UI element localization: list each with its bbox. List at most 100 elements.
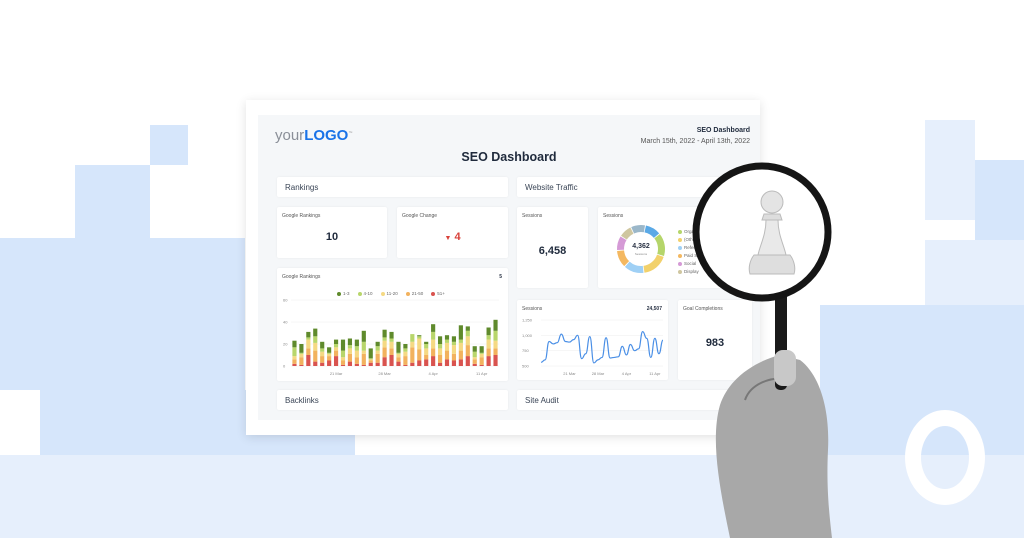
bar-segment [354, 346, 359, 351]
dashboard-card: yourLOGO™ SEO Dashboard SEO Dashboard Ma… [246, 100, 760, 435]
bar-segment [389, 331, 394, 339]
bar-segment [410, 341, 415, 348]
x-tick-label: 28 Mar [592, 371, 605, 376]
bar-segment [368, 362, 373, 366]
chart-title: Google Rankings [282, 274, 321, 280]
bar-segment [403, 364, 408, 366]
bar-segment [486, 339, 491, 349]
bar-segment [451, 341, 457, 346]
legend-item: 1-3 [337, 291, 350, 296]
bar-segment [320, 351, 325, 357]
bar-segment [479, 353, 484, 358]
bg-block [0, 455, 1024, 538]
bar-segment [299, 364, 304, 366]
page-title: SEO Dashboard [461, 150, 557, 164]
donut-center-value: 4,362 [632, 243, 650, 250]
widget-label: Google Change [402, 213, 438, 219]
bar-segment [465, 330, 470, 337]
bar-segment [417, 336, 422, 339]
bar-segment [347, 361, 353, 366]
bar-segment [313, 336, 318, 343]
bar-segment [479, 352, 484, 354]
bg-block [150, 125, 188, 165]
legend-label: 1-3 [343, 291, 350, 296]
legend-item: Display [678, 269, 715, 274]
donut-slice [617, 250, 630, 267]
goal-completions-widget: Goal Completions 983 [678, 300, 752, 380]
bar-segment [410, 334, 415, 342]
bar-segment [389, 355, 394, 366]
bar-segment [431, 339, 436, 349]
bar-segment [458, 339, 463, 343]
line-chart: 500 750 1,000 1,250 21 Mar 28 Mar 4 Apr 11 Apr [522, 318, 664, 376]
bg-circle [905, 410, 985, 505]
legend-item: 4-10 [357, 291, 373, 296]
legend-swatch [431, 291, 436, 296]
bar-segment [451, 360, 457, 366]
widget-label: Sessions [603, 213, 624, 219]
bar-segment [306, 337, 311, 340]
legend-item: Paid Search [678, 253, 715, 258]
bar-segment [403, 344, 408, 349]
bar-segment [361, 350, 366, 354]
section-site-audit[interactable]: Site Audit [517, 390, 752, 410]
bar-segment [320, 356, 325, 363]
bar-segment [417, 338, 422, 350]
bar-segment [361, 353, 366, 365]
bar-segment [451, 336, 457, 342]
hand-icon [715, 355, 832, 538]
bar-segment [333, 344, 339, 348]
bar-segment [479, 346, 484, 353]
bar-segment [396, 341, 401, 353]
x-tick-label: 28 Mar [378, 371, 391, 376]
y-tick-label: 1,000 [522, 333, 533, 338]
legend-swatch [405, 291, 410, 296]
bar-segment [320, 348, 325, 352]
bar-segment [375, 350, 380, 354]
sessions-line [540, 331, 664, 364]
bar-segment [479, 357, 484, 365]
legend-label: Social [684, 261, 697, 266]
section-backlinks[interactable]: Backlinks [277, 390, 508, 410]
y-tick-label: 40 [283, 320, 288, 325]
bar-segment [347, 338, 353, 346]
bar-segment [382, 357, 387, 366]
bar-segment [375, 353, 380, 363]
bar-segment [479, 364, 484, 366]
chart-title: Sessions [522, 306, 543, 312]
bar-segment [347, 345, 353, 349]
section-website-traffic[interactable]: Website Traffic [517, 177, 752, 197]
legend-label: 11-20 [386, 291, 398, 296]
bar-segment [340, 364, 346, 366]
bar-segment [465, 356, 470, 366]
widget-label: Google Rankings [282, 213, 321, 219]
bar-segment [361, 364, 366, 366]
bar-segment [396, 361, 401, 366]
section-rankings[interactable]: Rankings [277, 177, 508, 197]
logo-text: your [275, 127, 305, 144]
bar-segment [375, 341, 380, 347]
bar-segment [431, 324, 436, 332]
bar-segment [458, 342, 463, 351]
bar-segment [493, 330, 498, 341]
bar-segment [458, 350, 463, 360]
bar-segment [396, 357, 401, 362]
bar-segment [382, 347, 387, 358]
bar-segment [389, 338, 394, 342]
bar-segment [472, 359, 477, 364]
bar-segment [410, 362, 415, 366]
legend-item: Referral [678, 245, 715, 250]
bar-segment [313, 350, 318, 362]
bar-segment [486, 327, 491, 336]
bar-segment [340, 360, 346, 365]
bar-segment [465, 336, 470, 346]
bar-segment [382, 329, 387, 338]
legend-item: 51+ [431, 291, 445, 296]
bar-segment [375, 346, 380, 351]
bar-segment [327, 347, 332, 353]
bg-block [925, 120, 975, 220]
bar-segment [431, 356, 436, 366]
widget-value: 983 [705, 337, 725, 349]
bar-segment [354, 357, 359, 364]
legend-label: Referral [684, 245, 701, 250]
